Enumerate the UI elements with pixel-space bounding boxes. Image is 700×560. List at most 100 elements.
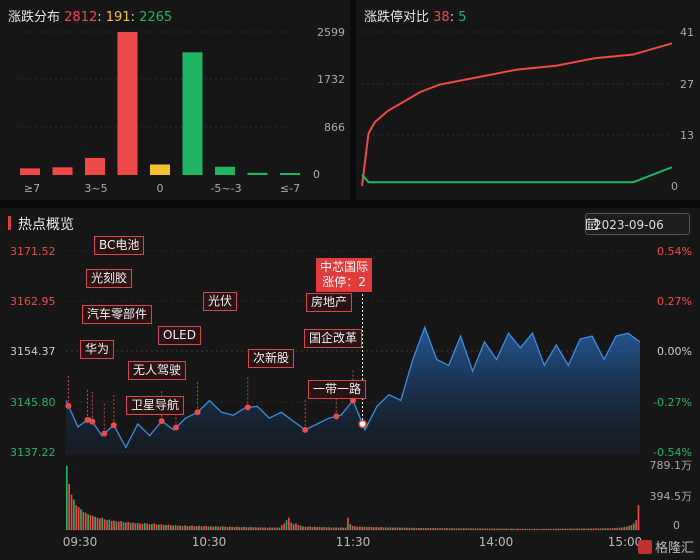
volume-bar: [467, 528, 470, 530]
distribution-bar[interactable]: [150, 164, 170, 175]
distribution-bar[interactable]: [247, 172, 268, 175]
volume-bar: [370, 527, 373, 530]
volume-bar: [606, 528, 609, 530]
tag-pin-dot[interactable]: [173, 424, 180, 431]
down-count: 2265: [139, 10, 173, 25]
volume-bar: [245, 527, 248, 530]
tag-auto-parts[interactable]: 汽车零部件: [82, 305, 153, 324]
y-left-label: 3137.22: [10, 446, 56, 459]
section-marker: [8, 216, 11, 230]
volume-bar: [179, 525, 182, 530]
tag-autonomous-driving[interactable]: 无人驾驶: [128, 361, 187, 380]
tag-pin-dot[interactable]: [158, 418, 165, 425]
volume-bar: [181, 525, 184, 530]
volume-bar: [321, 527, 323, 530]
volume-bar: [158, 524, 160, 530]
limit-up-line: [361, 42, 673, 187]
volume-bar: [588, 528, 590, 530]
volume-bar: [380, 527, 382, 530]
calendar-icon[interactable]: [586, 218, 598, 230]
distribution-bar[interactable]: [182, 52, 203, 175]
distribution-bar[interactable]: [215, 166, 235, 175]
tag-pin-dot[interactable]: [84, 416, 91, 423]
volume-bar: [91, 516, 94, 530]
volume-bar: [219, 526, 222, 530]
volume-bar: [155, 524, 158, 530]
y-right-label: 0.27%: [657, 295, 692, 308]
tag-huawei[interactable]: 华为: [80, 340, 115, 359]
tag-pin-dot[interactable]: [244, 404, 251, 411]
volume-bar: [153, 523, 156, 530]
tag-oled[interactable]: OLED: [158, 326, 201, 345]
volume-bar: [80, 509, 82, 530]
highlight-pin-dot[interactable]: [358, 419, 367, 429]
tag-satellite-nav[interactable]: 卫星导航: [126, 396, 185, 415]
volume-bar: [358, 526, 361, 530]
volume-bar: [443, 528, 446, 530]
distribution-bar[interactable]: [20, 168, 40, 175]
tag-photoresist[interactable]: 光刻胶: [86, 269, 133, 288]
volume-bar: [628, 525, 630, 530]
tag-pin-dot[interactable]: [194, 409, 201, 416]
volume-bar: [210, 526, 212, 530]
volume-bar: [292, 524, 295, 530]
tag-soe-reform[interactable]: 国企改革: [304, 329, 363, 348]
volume-bar: [434, 528, 437, 530]
distribution-bar[interactable]: [117, 32, 138, 175]
volume-bar: [273, 527, 276, 530]
volume-bar: [309, 526, 311, 530]
tag-pin-dot[interactable]: [302, 426, 309, 433]
volume-bar: [526, 528, 529, 530]
tag-belt-road[interactable]: 一带一路: [308, 380, 367, 399]
y-tick-label: 2599: [317, 26, 345, 39]
volume-bar: [252, 527, 255, 530]
smic-name: 中芯国际: [320, 260, 369, 274]
tag-real-estate[interactable]: 房地产: [306, 293, 353, 312]
volume-bar: [630, 525, 633, 530]
volume-tick: 394.5万: [650, 490, 693, 503]
volume-bar: [472, 528, 474, 530]
time-label: 14:00: [479, 535, 514, 549]
volume-bar: [139, 523, 141, 530]
distribution-bar[interactable]: [280, 173, 300, 175]
volume-bar: [510, 528, 512, 530]
volume-bar: [101, 517, 104, 530]
volume-bar: [611, 528, 614, 530]
distribution-bar[interactable]: [85, 157, 105, 175]
tag-pin-dot[interactable]: [333, 413, 340, 420]
volume-bar: [547, 528, 550, 530]
volume-bar: [214, 526, 217, 530]
tag-bc-battery[interactable]: BC电池: [94, 236, 145, 255]
logo-icon: [637, 539, 652, 554]
volume-bar: [578, 528, 581, 530]
volume-bar: [212, 526, 215, 530]
x-tick-label: 0: [157, 182, 164, 195]
volume-bar: [351, 525, 354, 530]
volume-bar: [184, 525, 186, 530]
volume-bar: [531, 528, 533, 530]
tag-smic-highlight[interactable]: 中芯国际 涨停：2: [316, 258, 373, 292]
time-label: 10:30: [192, 535, 227, 549]
tag-pin-dot[interactable]: [350, 397, 356, 404]
volume-bar: [590, 528, 593, 530]
volume-bar: [536, 528, 538, 530]
tag-pin-dot[interactable]: [101, 430, 108, 437]
y-right-label: 0.54%: [657, 245, 692, 258]
volume-bar: [401, 527, 404, 530]
date-picker[interactable]: 2023-09-06: [585, 213, 690, 235]
limit-down-count: 5: [458, 10, 467, 25]
tag-photovoltaic[interactable]: 光伏: [203, 292, 238, 311]
tag-pin-dot[interactable]: [110, 422, 117, 429]
volume-bar: [314, 526, 316, 530]
volume-bar: [592, 528, 595, 530]
volume-bar: [528, 528, 531, 530]
tag-pin-dot[interactable]: [65, 402, 72, 409]
volume-bar: [106, 520, 108, 530]
volume-bar: [576, 528, 578, 530]
tag-pin-dot[interactable]: [89, 418, 96, 425]
volume-bar: [469, 528, 472, 530]
distribution-bar[interactable]: [52, 167, 73, 175]
tag-new-stocks[interactable]: 次新股: [248, 349, 295, 368]
volume-bar: [269, 527, 271, 530]
